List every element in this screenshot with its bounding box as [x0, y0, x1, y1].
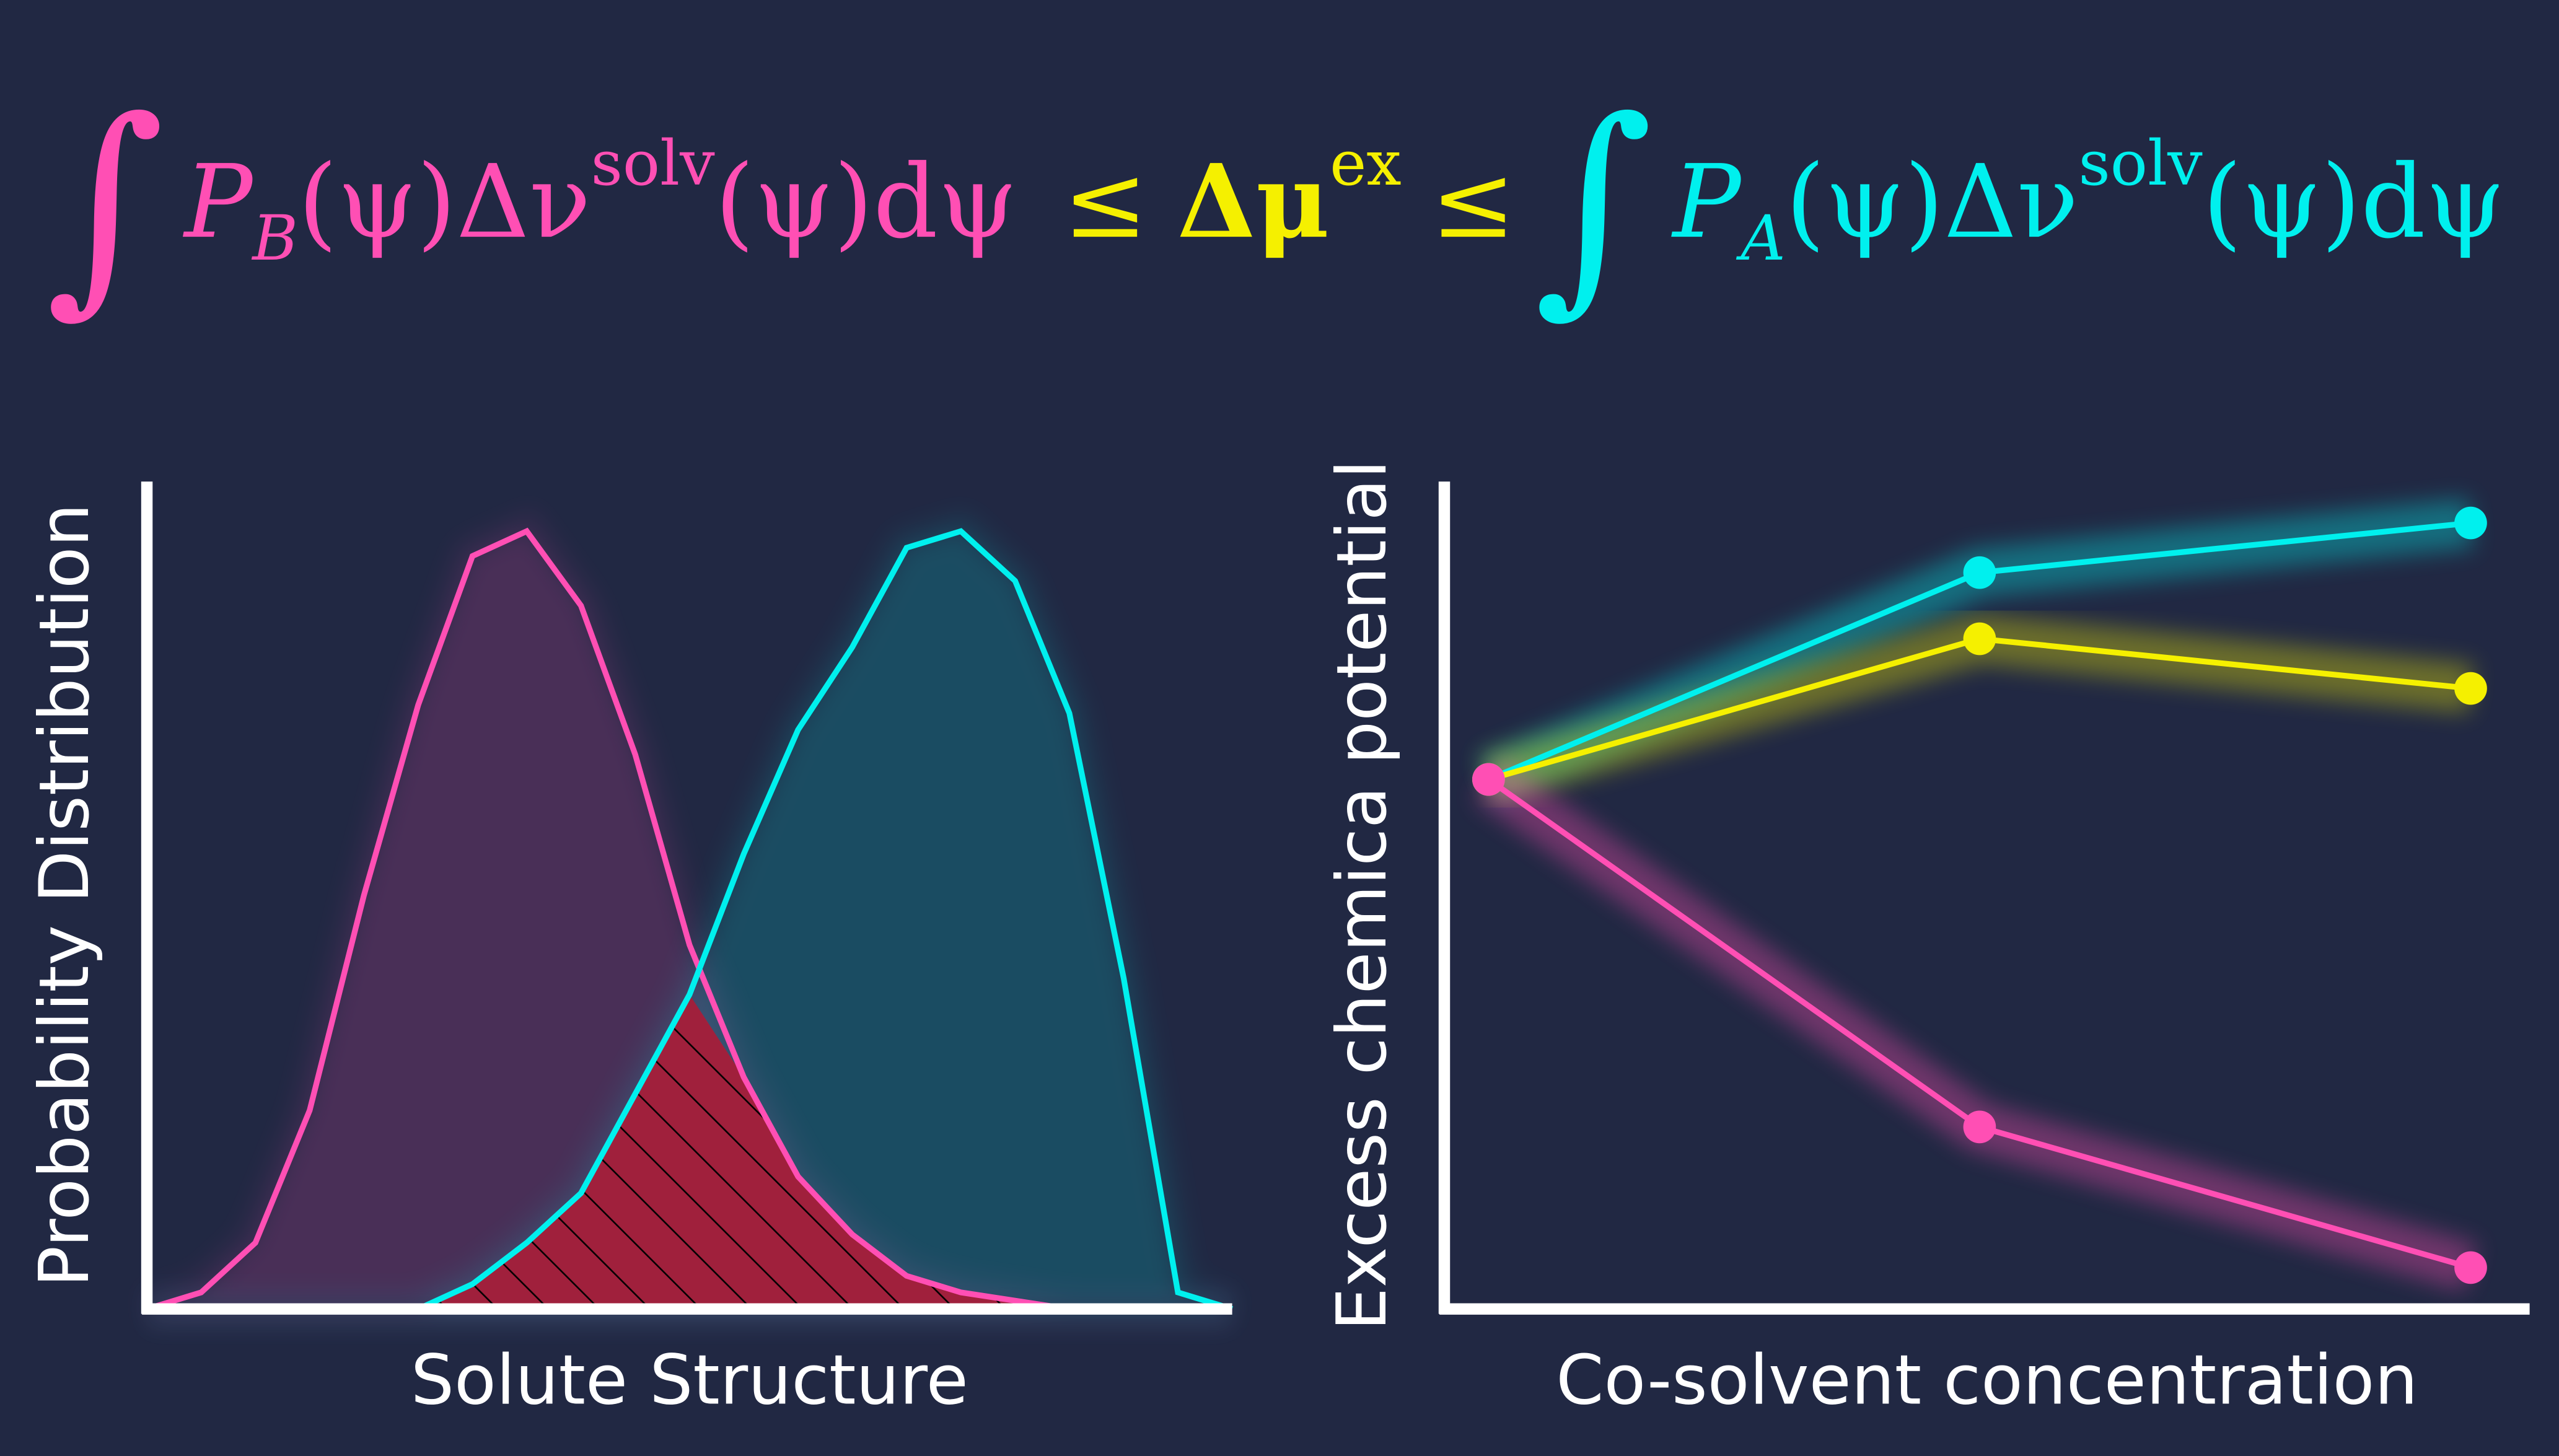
integral: ∫ [46, 71, 165, 336]
body: (ψ)Δν [298, 143, 591, 261]
point [2454, 1251, 2487, 1284]
chart: Solute Structure Probability Distribution [25, 481, 1238, 1420]
overlap-hatch [147, 994, 1232, 1309]
tail: (ψ)dψ [2203, 143, 2505, 261]
x-axis-label: Solute Structure [411, 1340, 968, 1420]
equation-left: ∫ PB(ψ)Δνsolv(ψ)dψ [46, 71, 1017, 336]
equation-right: ∫ PA(ψ)Δνsolv(ψ)dψ [1534, 71, 2505, 336]
line-glow [1474, 759, 2478, 1291]
chart: Co-solvent concentration Excess chemica p… [1322, 460, 2530, 1420]
superscript: solv [591, 127, 716, 200]
leq: ≤ [1063, 143, 1148, 261]
point [1963, 556, 1996, 589]
point [1963, 622, 1996, 656]
series-line [1486, 777, 2472, 1271]
point [2454, 672, 2487, 705]
x-axis-label: Co-solvent concentration [1556, 1340, 2418, 1420]
superscript: solv [2078, 127, 2203, 200]
y-axis-label: Excess chemica potential [1322, 460, 1402, 1331]
leq: ≤ [1431, 143, 1516, 261]
point [2454, 506, 2487, 540]
point [1472, 763, 1505, 796]
subscript: B [251, 202, 298, 274]
superscript: ex [1330, 127, 1402, 200]
symbol: P [1671, 143, 1743, 261]
symbol: Δμ [1177, 142, 1330, 261]
body: (ψ)Δν [1786, 143, 2079, 261]
integral: ∫ [1534, 71, 1653, 336]
tail: (ψ)dψ [715, 143, 1017, 261]
equation: ∫ PB(ψ)Δνsolv(ψ)dψ ≤ Δμex ≤ ∫ PA(ψ)Δνsolv(ψ)dψ [46, 71, 2505, 336]
y-axis-label: Probability Distribution [25, 503, 105, 1287]
point [1963, 1110, 1996, 1144]
subscript: A [1736, 202, 1786, 274]
symbol: P [182, 143, 254, 261]
equation-middle: ≤ Δμex ≤ [1063, 127, 1516, 261]
